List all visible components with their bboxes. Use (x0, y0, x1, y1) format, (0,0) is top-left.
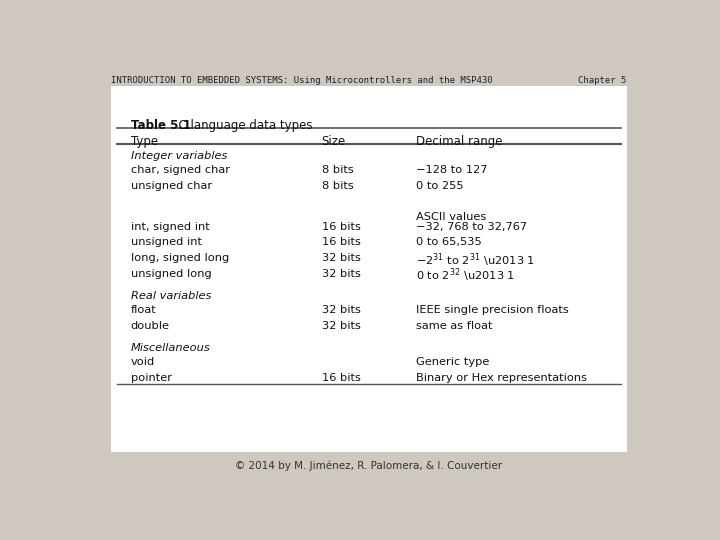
Text: Chapter 5: Chapter 5 (578, 76, 627, 85)
Text: Miscellaneous: Miscellaneous (131, 343, 210, 353)
Text: $-2^{31}$ to $2^{31}$ \u2013 1: $-2^{31}$ to $2^{31}$ \u2013 1 (416, 251, 536, 269)
Text: 0 to 255: 0 to 255 (416, 180, 464, 191)
Text: 16 bits: 16 bits (322, 238, 361, 247)
Text: unsigned int: unsigned int (131, 238, 202, 247)
Text: int, signed int: int, signed int (131, 222, 210, 232)
Text: 8 bits: 8 bits (322, 165, 354, 175)
Text: 32 bits: 32 bits (322, 253, 361, 263)
Text: Type: Type (131, 134, 158, 147)
Text: char, signed char: char, signed char (131, 165, 230, 175)
Text: © 2014 by M. Jiménez, R. Palomera, & I. Couvertier: © 2014 by M. Jiménez, R. Palomera, & I. … (235, 461, 503, 471)
Text: INTRODUCTION TO EMBEDDED SYSTEMS: Using Microcontrollers and the MSP430: INTRODUCTION TO EMBEDDED SYSTEMS: Using … (111, 76, 492, 85)
Text: long, signed long: long, signed long (131, 253, 229, 263)
Text: Integer variables: Integer variables (131, 151, 227, 161)
Text: pointer: pointer (131, 373, 172, 383)
Text: Real variables: Real variables (131, 291, 211, 301)
Text: Table 5.1: Table 5.1 (131, 119, 191, 132)
Text: void: void (131, 357, 155, 367)
Text: Size: Size (322, 134, 346, 147)
Text: 0 to $2^{32}$ \u2013 1: 0 to $2^{32}$ \u2013 1 (416, 267, 516, 285)
Text: same as float: same as float (416, 321, 493, 331)
Text: 32 bits: 32 bits (322, 321, 361, 331)
Text: Decimal range: Decimal range (416, 134, 503, 147)
Text: Generic type: Generic type (416, 357, 490, 367)
Text: 32 bits: 32 bits (322, 305, 361, 315)
Text: −128 to 127: −128 to 127 (416, 165, 488, 175)
Text: 16 bits: 16 bits (322, 222, 361, 232)
FancyBboxPatch shape (111, 85, 627, 453)
Text: ASCII values: ASCII values (416, 212, 487, 222)
Text: Binary or Hex representations: Binary or Hex representations (416, 373, 588, 383)
Text: 32 bits: 32 bits (322, 269, 361, 279)
Text: IEEE single precision floats: IEEE single precision floats (416, 305, 570, 315)
Text: 0 to 65,535: 0 to 65,535 (416, 238, 482, 247)
Text: unsigned long: unsigned long (131, 269, 212, 279)
Text: 8 bits: 8 bits (322, 180, 354, 191)
Text: −32, 768 to 32,767: −32, 768 to 32,767 (416, 222, 528, 232)
Text: double: double (131, 321, 170, 331)
Text: float: float (131, 305, 156, 315)
Text: C language data types: C language data types (171, 119, 312, 132)
Text: unsigned char: unsigned char (131, 180, 212, 191)
Text: 16 bits: 16 bits (322, 373, 361, 383)
